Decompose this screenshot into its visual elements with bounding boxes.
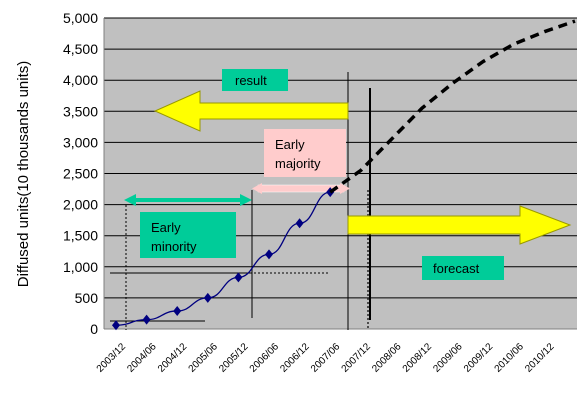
early-minority-label-line1: Early — [151, 220, 181, 235]
result-label: result — [235, 73, 267, 88]
series-layer — [112, 19, 576, 331]
x-tick-label: 2004/12 — [156, 341, 190, 375]
x-tick-label: 2006/12 — [278, 341, 312, 375]
x-tick-label: 2003/12 — [95, 341, 129, 375]
x-tick-label: 2010/06 — [493, 341, 527, 375]
result-data-point — [173, 305, 182, 316]
y-tick-label: 4,000 — [63, 72, 98, 88]
result-arrow — [153, 90, 349, 132]
x-axis-ticks: 2003/122004/062004/122005/062005/122006/… — [95, 341, 557, 375]
y-tick-label: 1,500 — [63, 228, 98, 244]
early-majority-bracket — [252, 183, 350, 194]
y-tick-label: 3,500 — [63, 103, 98, 119]
x-tick-label: 2010/12 — [523, 341, 557, 375]
result-data-point — [203, 292, 212, 303]
early-majority-label-line1: Early — [275, 137, 305, 152]
x-tick-label: 2006/06 — [248, 341, 282, 375]
x-tick-label: 2008/06 — [370, 341, 404, 375]
y-tick-label: 2,000 — [63, 197, 98, 213]
y-tick-label: 5,000 — [63, 10, 98, 26]
annotation-guides — [110, 72, 371, 330]
x-tick-label: 2009/06 — [431, 341, 465, 375]
forecast-arrow — [347, 205, 572, 245]
result-data-point — [142, 314, 151, 325]
y-tick-label: 4,500 — [63, 41, 98, 57]
forecast-series-line — [329, 19, 576, 194]
x-tick-label: 2008/12 — [401, 341, 435, 375]
y-tick-label: 2,500 — [63, 166, 98, 182]
result-data-point — [295, 218, 304, 229]
x-tick-label: 2005/06 — [187, 341, 221, 375]
y-tick-label: 3,000 — [63, 134, 98, 150]
y-axis-label: Diffused units(10 thousands units) — [15, 61, 32, 288]
y-axis-ticks: 0 500 1,000 1,500 2,000 2,500 3,000 3,500 4,000 4… — [63, 10, 98, 337]
y-tick-label: 0 — [90, 321, 98, 337]
early-majority-label-box: Early majority — [264, 129, 346, 177]
x-tick-label: 2004/06 — [125, 341, 159, 375]
x-tick-label: 2007/12 — [340, 341, 374, 375]
result-data-point — [112, 320, 120, 331]
early-minority-label-line2: minority — [151, 239, 197, 254]
y-tick-label: 1,000 — [63, 259, 98, 275]
x-tick-label: 2005/12 — [217, 341, 251, 375]
y-tick-label: 500 — [75, 290, 99, 306]
early-majority-label-line2: majority — [275, 156, 321, 171]
x-tick-label: 2009/12 — [462, 341, 496, 375]
early-minority-label-box: Early minority — [140, 212, 236, 258]
forecast-label-box: forecast — [422, 256, 504, 280]
x-tick-label: 2007/06 — [309, 341, 343, 375]
early-minority-bracket — [124, 194, 252, 206]
result-label-box: result — [222, 69, 288, 91]
result-data-point — [234, 272, 243, 283]
result-data-point — [265, 249, 273, 260]
forecast-label: forecast — [433, 261, 480, 276]
